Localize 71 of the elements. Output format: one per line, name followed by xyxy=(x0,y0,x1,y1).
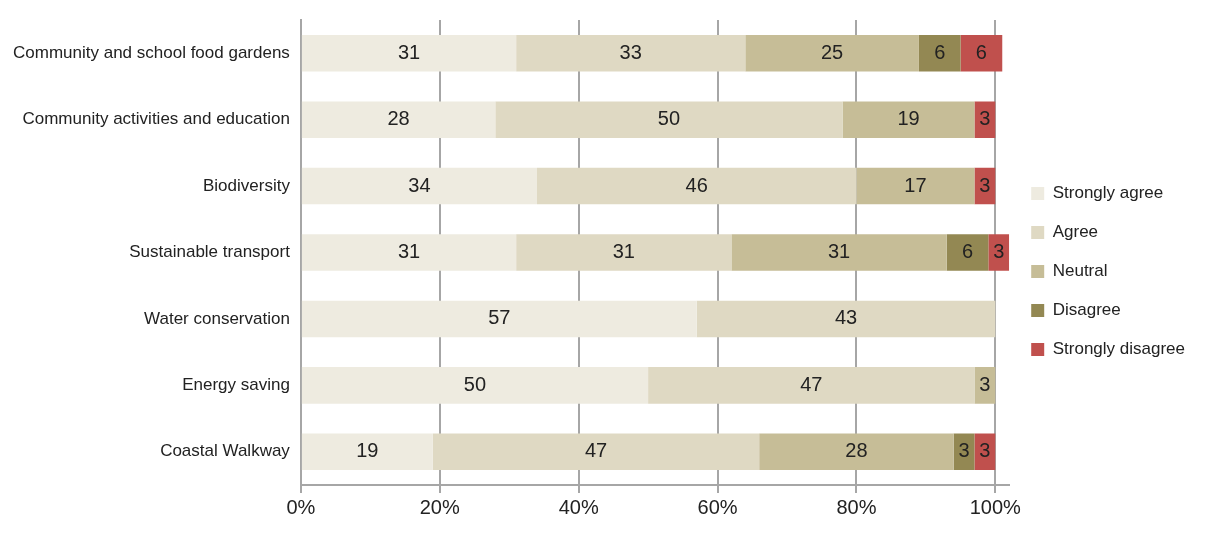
data-label: 50 xyxy=(657,107,681,130)
data-label: 47 xyxy=(584,439,608,462)
x-tick-label: 80% xyxy=(836,495,877,518)
data-label: 17 xyxy=(904,173,927,196)
bar xyxy=(301,367,649,404)
bar xyxy=(974,101,996,138)
data-label: 46 xyxy=(685,173,708,196)
data-label: 6 xyxy=(961,240,974,263)
y-tick-label: Water conservation xyxy=(144,308,290,328)
bar xyxy=(960,34,1003,72)
bar xyxy=(516,234,732,271)
x-tick-label: 40% xyxy=(558,495,599,518)
data-label: 3 xyxy=(993,240,1005,263)
legend-label: Strongly disagree xyxy=(1052,339,1186,359)
data-label: 6 xyxy=(975,40,987,63)
bar xyxy=(731,234,947,271)
data-label: 3 xyxy=(958,439,970,462)
data-label: 50 xyxy=(463,372,487,395)
y-tick-label: Community activities and education xyxy=(22,109,290,129)
y-tick-label: Energy saving xyxy=(182,375,290,395)
y-tick-label: Biodiversity xyxy=(202,175,291,195)
data-label: 19 xyxy=(897,107,920,130)
bar xyxy=(946,234,989,271)
bar xyxy=(301,101,496,138)
data-label: 3 xyxy=(979,173,991,196)
legend-label: Agree xyxy=(1052,222,1099,242)
bar xyxy=(536,167,857,205)
x-tick-label: 100% xyxy=(969,495,1022,518)
y-tick-label: Sustainable transport xyxy=(129,242,291,262)
bar xyxy=(301,34,517,72)
legend-label: Neutral xyxy=(1052,261,1108,281)
bar xyxy=(842,101,975,138)
data-label: 19 xyxy=(356,439,379,462)
bar xyxy=(696,300,996,338)
data-label: 3 xyxy=(979,107,991,130)
data-label: 6 xyxy=(934,40,946,63)
bar xyxy=(516,34,746,72)
bar xyxy=(918,34,961,72)
data-label: 3 xyxy=(979,372,991,395)
bar xyxy=(759,433,954,471)
bar xyxy=(301,167,537,205)
data-label: 25 xyxy=(821,40,844,63)
bar xyxy=(301,300,697,338)
data-label: 57 xyxy=(488,306,511,329)
bar xyxy=(648,367,975,404)
data-label: 33 xyxy=(619,40,642,63)
bar xyxy=(432,433,760,471)
bar xyxy=(974,367,996,404)
data-label: 28 xyxy=(845,439,868,462)
x-tick-label: 60% xyxy=(697,495,738,518)
y-tick-label: Coastal Walkway xyxy=(160,441,291,461)
data-label: 31 xyxy=(612,240,635,263)
bar xyxy=(301,433,433,471)
legend-label: Strongly agree xyxy=(1052,183,1164,203)
data-label: 34 xyxy=(408,173,431,196)
legend-label: Disagree xyxy=(1052,300,1121,320)
data-label: 31 xyxy=(827,240,851,263)
data-label: 47 xyxy=(800,372,823,395)
data-label: 3 xyxy=(979,439,991,462)
bar xyxy=(856,167,975,205)
bar xyxy=(301,234,517,271)
data-label: 31 xyxy=(397,40,421,63)
x-tick-label: 0% xyxy=(286,495,316,518)
bar xyxy=(745,34,919,72)
data-label: 43 xyxy=(834,306,858,329)
bar xyxy=(495,101,843,138)
y-tick-label: Community and school food gardens xyxy=(12,42,290,62)
x-tick-label: 20% xyxy=(419,495,460,518)
data-label: 31 xyxy=(397,240,421,263)
data-label: 28 xyxy=(387,107,410,130)
bar xyxy=(988,234,1010,271)
